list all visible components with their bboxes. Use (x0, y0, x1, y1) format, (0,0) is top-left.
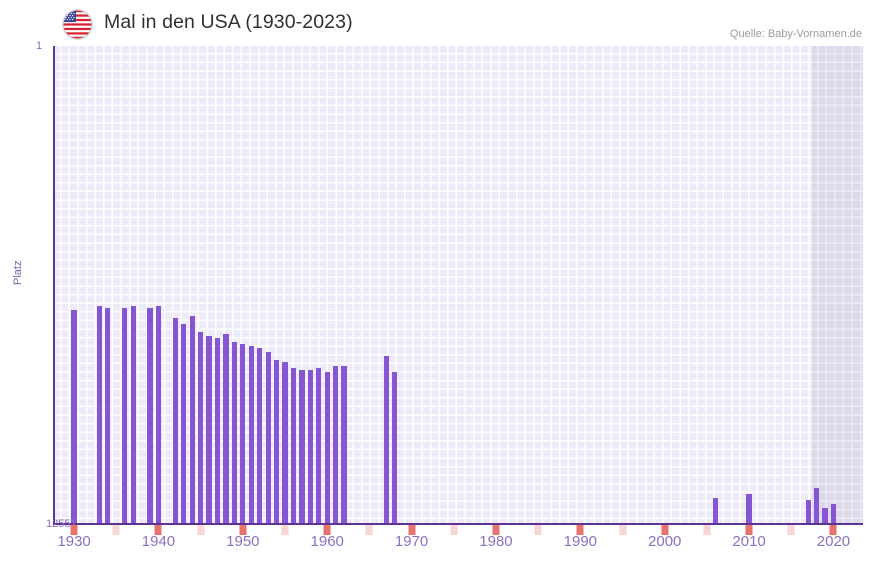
bar-1951[interactable] (248, 346, 254, 524)
x-axis-label-2020: 2020 (816, 533, 851, 550)
bar-2006[interactable] (712, 498, 718, 524)
x-axis-label-2000: 2000 (648, 533, 682, 550)
x-axis-label-1930: 1930 (57, 533, 91, 550)
bar-1958[interactable] (307, 370, 313, 524)
bar-1950[interactable] (240, 344, 246, 524)
x-axis-label-1970: 1970 (394, 533, 429, 550)
bar-1956[interactable] (290, 368, 297, 524)
bar-1937[interactable] (130, 306, 136, 524)
bar-1953[interactable] (265, 352, 271, 524)
bar-1957[interactable] (299, 370, 305, 524)
x-tick-mark-1970 (408, 525, 416, 535)
x-tick-mark-2020 (829, 525, 837, 535)
bar-1949[interactable] (231, 342, 237, 524)
x-tick-mark-2010 (745, 525, 753, 535)
bar-1947[interactable] (214, 338, 221, 524)
bar-1934[interactable] (105, 308, 111, 524)
bar-2020[interactable] (830, 504, 837, 524)
source-credit: Quelle: Baby-Vornamen.de (729, 28, 862, 40)
x-tick-mark-1995 (619, 525, 627, 535)
x-tick-mark-1990 (576, 525, 584, 535)
bar-1954[interactable] (273, 360, 280, 524)
x-tick-mark-1950 (239, 525, 247, 535)
bar-1946[interactable] (206, 336, 212, 524)
x-tick-mark-1945 (197, 525, 205, 535)
bar-1959[interactable] (316, 368, 322, 524)
x-tick-mark-1975 (450, 525, 458, 535)
x-tick-mark-1980 (492, 525, 500, 535)
x-tick-mark-1960 (323, 525, 331, 535)
bar-1936[interactable] (122, 308, 128, 524)
page-title: Mal in den USA (1930-2023) (104, 11, 353, 33)
bar-1967[interactable] (383, 356, 389, 524)
bar-1945[interactable] (198, 332, 204, 524)
x-tick-mark-2015 (787, 525, 795, 535)
bar-1968[interactable] (392, 372, 398, 524)
x-tick-mark-1930 (70, 525, 78, 535)
us-flag-icon (63, 10, 92, 39)
bar-2018[interactable] (813, 488, 820, 524)
bar-1944[interactable] (189, 316, 195, 524)
bar-1930[interactable] (71, 310, 77, 524)
bar-1939[interactable] (147, 308, 153, 524)
x-tick-mark-1940 (154, 525, 162, 535)
bar-1933[interactable] (96, 306, 102, 524)
x-axis-line (53, 523, 863, 525)
x-axis-label-1960: 1960 (310, 533, 344, 550)
projection-shaded-region (812, 46, 863, 524)
chart-plot-area (53, 46, 863, 524)
y-axis-line (53, 46, 55, 524)
bar-1940[interactable] (155, 306, 162, 524)
x-axis-label-1940: 1940 (141, 533, 176, 550)
bar-1955[interactable] (282, 362, 288, 524)
bar-2017[interactable] (805, 500, 811, 524)
x-tick-mark-1965 (365, 525, 373, 535)
bar-1962[interactable] (341, 366, 347, 524)
bar-1943[interactable] (181, 324, 187, 524)
x-axis-label-1980: 1980 (479, 533, 513, 550)
x-axis-label-1990: 1990 (563, 533, 598, 550)
x-tick-mark-2005 (703, 525, 711, 535)
x-axis-label-1950: 1950 (226, 533, 260, 550)
bar-2010[interactable] (746, 494, 752, 524)
x-axis-label-2010: 2010 (732, 533, 766, 550)
bar-1960[interactable] (324, 372, 330, 524)
chart-header: Mal in den USA (1930-2023) Quelle: Baby-… (0, 0, 873, 46)
bar-2019[interactable] (822, 508, 828, 524)
x-tick-mark-1985 (534, 525, 542, 535)
bar-1942[interactable] (172, 318, 178, 524)
bar-1961[interactable] (333, 366, 339, 524)
x-tick-mark-2000 (661, 525, 669, 535)
y-axis-title: Platz (12, 260, 24, 285)
bar-1952[interactable] (257, 348, 263, 524)
x-tick-mark-1955 (281, 525, 289, 535)
bar-1948[interactable] (223, 334, 229, 524)
x-tick-mark-1935 (112, 525, 120, 535)
